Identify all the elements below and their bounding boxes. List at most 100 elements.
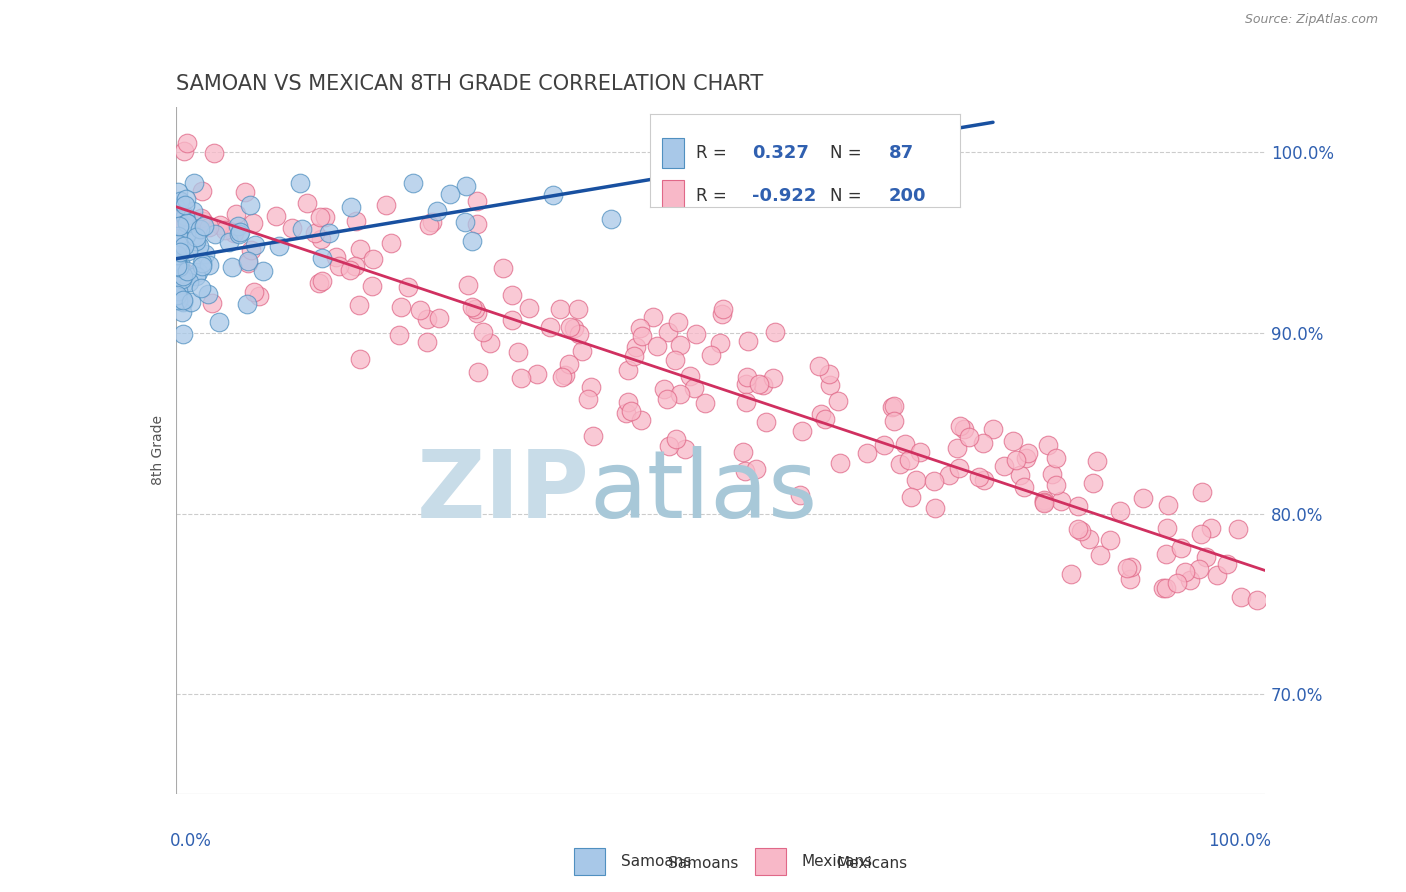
Point — [167, 186, 190, 200]
Point — [748, 377, 770, 392]
Point — [683, 381, 706, 395]
Point — [295, 196, 318, 211]
Point — [1132, 491, 1154, 505]
Point — [197, 286, 219, 301]
Point — [814, 412, 837, 426]
Point — [818, 378, 841, 392]
Point — [388, 328, 411, 343]
Point — [755, 415, 778, 429]
Point — [669, 387, 692, 401]
Point — [1010, 468, 1032, 483]
Point — [396, 280, 419, 294]
Point — [184, 234, 207, 248]
Point — [344, 213, 367, 227]
Point — [735, 370, 758, 384]
Point — [957, 430, 980, 444]
Point — [1188, 562, 1211, 576]
Point — [1045, 478, 1067, 492]
Point — [751, 377, 773, 392]
Point — [711, 301, 734, 316]
Point — [623, 349, 645, 363]
Point — [745, 462, 768, 476]
Point — [1166, 576, 1188, 591]
Point — [172, 237, 194, 252]
Point — [617, 363, 640, 377]
Point — [176, 228, 198, 243]
Point — [380, 235, 402, 250]
Point — [418, 218, 440, 232]
Point — [233, 186, 256, 200]
Point — [167, 229, 190, 244]
Point — [311, 252, 333, 266]
Point — [873, 438, 896, 452]
Point — [167, 293, 190, 307]
Point — [948, 460, 970, 475]
Point — [1050, 494, 1073, 508]
Point — [1067, 500, 1090, 514]
Point — [666, 315, 689, 329]
Point — [420, 215, 443, 229]
Point — [1032, 495, 1054, 509]
Point — [1119, 560, 1142, 574]
Point — [439, 187, 461, 202]
Point — [173, 238, 195, 252]
Point — [460, 300, 482, 314]
Point — [658, 439, 681, 453]
Point — [169, 255, 191, 269]
Point — [1152, 581, 1174, 595]
Point — [1077, 532, 1099, 546]
Point — [229, 225, 252, 239]
Point — [314, 211, 336, 225]
Point — [1017, 446, 1039, 460]
Point — [240, 243, 263, 257]
Point — [204, 227, 226, 241]
Point — [176, 216, 198, 230]
Point — [501, 313, 523, 327]
Point — [363, 252, 385, 267]
Point — [222, 227, 245, 241]
Point — [204, 145, 226, 160]
Point — [1205, 568, 1227, 582]
Point — [191, 256, 214, 270]
Point — [558, 357, 581, 371]
Point — [228, 227, 250, 241]
Point — [347, 298, 370, 312]
Point — [267, 238, 290, 252]
Point — [893, 436, 915, 450]
Point — [818, 367, 841, 381]
Point — [973, 473, 995, 487]
Point — [1033, 496, 1056, 510]
Point — [328, 260, 350, 274]
Point — [1156, 547, 1178, 561]
Point — [808, 359, 831, 374]
Point — [304, 226, 326, 240]
Text: ZIP: ZIP — [418, 446, 591, 538]
Point — [165, 260, 187, 275]
Point — [617, 394, 640, 409]
Point — [789, 488, 811, 502]
Point — [236, 253, 259, 268]
Point — [239, 197, 262, 211]
Point — [465, 194, 488, 209]
Point — [290, 177, 312, 191]
Point — [810, 407, 832, 421]
Point — [938, 467, 960, 482]
Point — [235, 297, 257, 311]
Point — [1108, 504, 1130, 518]
Point — [247, 289, 270, 303]
Point — [1157, 498, 1180, 512]
Point — [166, 248, 188, 262]
Point — [1246, 592, 1268, 607]
Point — [538, 319, 561, 334]
Text: Samoans: Samoans — [621, 855, 692, 869]
Point — [172, 327, 194, 342]
Point — [361, 279, 384, 293]
Point — [883, 399, 905, 413]
Point — [165, 261, 187, 276]
Point — [167, 235, 190, 250]
Point — [948, 419, 970, 434]
Point — [685, 326, 707, 341]
Point — [209, 219, 232, 233]
Point — [188, 222, 211, 236]
Point — [167, 260, 190, 274]
